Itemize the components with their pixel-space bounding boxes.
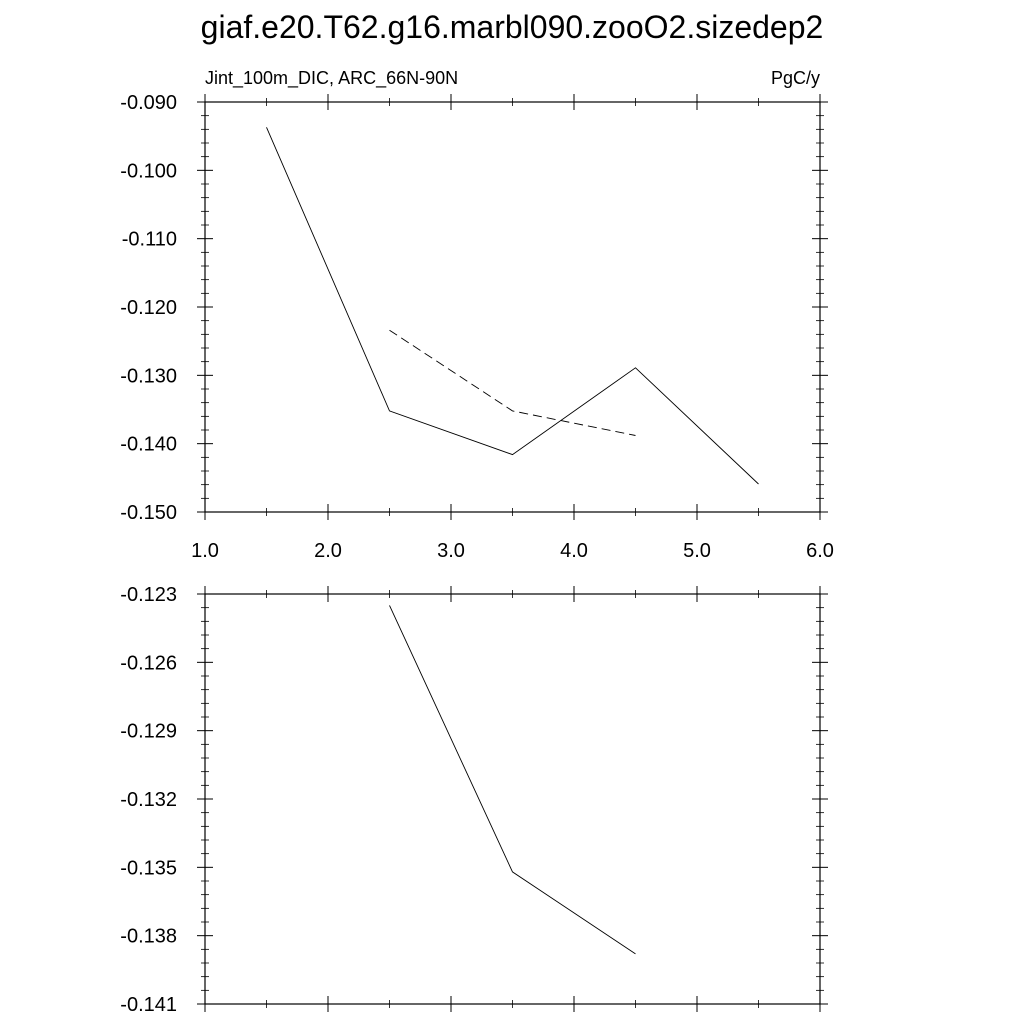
series-line-solid — [266, 127, 759, 485]
y-tick-label: -0.123 — [120, 584, 177, 606]
y-tick-label: -0.140 — [120, 434, 177, 456]
panel-units-label: PgC/y — [771, 68, 820, 88]
y-tick-label: -0.100 — [120, 160, 177, 182]
y-tick-label: -0.130 — [120, 365, 177, 387]
top-panel: -0.090 -0.100 -0.110 -0.120 -0.130 -0.140 -0.1… — [120, 68, 834, 562]
x-tick-label: 2.0 — [314, 540, 342, 562]
y-tick-label: -0.120 — [120, 297, 177, 319]
y-tick-label: -0.132 — [120, 789, 177, 811]
y-tick-label: -0.090 — [120, 92, 177, 114]
x-tick-label: 1.0 — [191, 540, 219, 562]
y-tick-label: -0.141 — [120, 994, 177, 1016]
y-tick-label: -0.150 — [120, 502, 177, 524]
x-tick-label: 3.0 — [437, 540, 465, 562]
y-tick-label: -0.110 — [122, 229, 177, 251]
panel-left-label: Jint_100m_DIC, ARC_66N-90N — [205, 68, 458, 89]
series-line-solid — [389, 605, 636, 955]
series-line-dashed — [389, 329, 636, 436]
x-tick-label: 4.0 — [560, 540, 588, 562]
y-tick-label: -0.138 — [120, 926, 177, 948]
y-tick-label: -0.129 — [120, 721, 177, 743]
x-tick-label: 6.0 — [806, 540, 834, 562]
y-tick-label: -0.135 — [120, 857, 177, 879]
bottom-panel: -0.123 -0.126 -0.129 -0.132 -0.135 -0.138 -0.1… — [120, 584, 828, 1016]
y-tick-label: -0.126 — [120, 652, 177, 674]
figure-title: giaf.e20.T62.g16.marbl090.zooO2.sizedep2 — [201, 9, 824, 45]
x-tick-label: 5.0 — [683, 540, 711, 562]
